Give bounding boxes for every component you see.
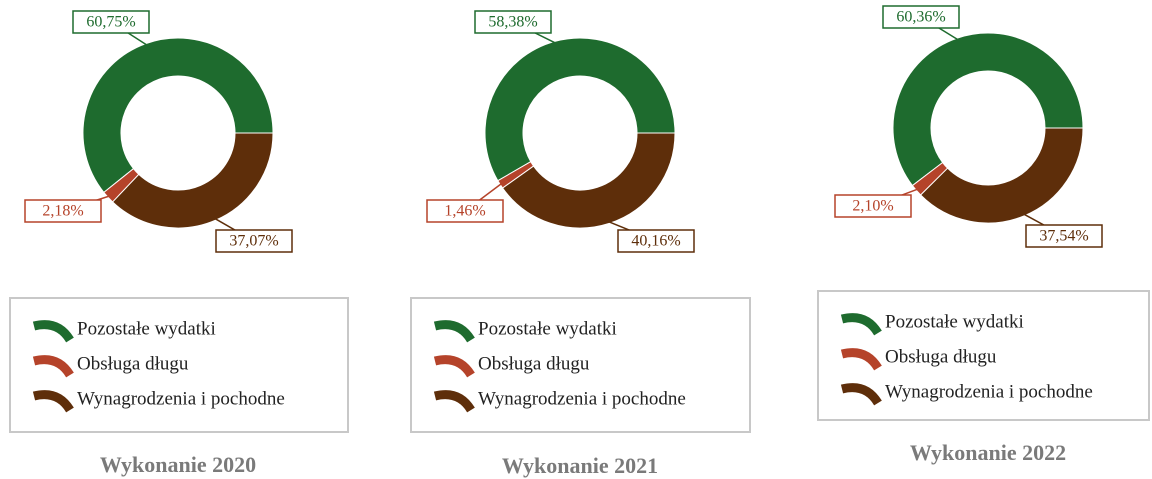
donut-slice — [892, 32, 1084, 187]
label-box — [474, 10, 552, 34]
chart-title: Wykonanie 2021 — [502, 453, 658, 478]
legend-label: Wynagrodzenia i pochodne — [77, 388, 285, 409]
legend-icon — [840, 348, 882, 371]
label-box — [834, 194, 912, 218]
label-box — [617, 229, 695, 253]
legend-label: Obsługa długu — [478, 353, 590, 374]
data-label: 2,10% — [852, 198, 893, 215]
data-label: 37,54% — [1039, 228, 1088, 245]
data-label: 2,18% — [42, 203, 83, 220]
legend-icon — [32, 355, 74, 378]
data-label: 1,46% — [444, 203, 485, 220]
data-label: 58,38% — [488, 14, 537, 31]
legend-icon — [840, 383, 882, 406]
donut-slice — [484, 37, 676, 182]
label-box — [882, 5, 960, 29]
legend-icon — [32, 320, 74, 343]
donut-slice — [919, 127, 1084, 224]
legend-icon — [433, 390, 475, 413]
data-label: 60,75% — [86, 14, 135, 31]
donut-slice — [111, 132, 274, 229]
label-box — [24, 199, 102, 223]
label-box — [72, 10, 150, 34]
donut-slice — [501, 132, 676, 229]
legend-icon — [840, 313, 882, 336]
data-label: 37,07% — [229, 233, 278, 250]
legend-label: Pozostałe wydatki — [885, 311, 1024, 332]
chart-title: Wykonanie 2020 — [100, 452, 256, 477]
legend-label: Obsługa długu — [77, 353, 189, 374]
legend-label: Wynagrodzenia i pochodne — [478, 388, 686, 409]
data-label: 40,16% — [631, 233, 680, 250]
legend-label: Pozostałe wydatki — [478, 318, 617, 339]
label-box — [215, 229, 293, 253]
legend-icon — [433, 355, 475, 378]
label-box — [1025, 224, 1103, 248]
legend-icon — [433, 320, 475, 343]
donut-slice — [82, 37, 274, 194]
data-label: 60,36% — [896, 9, 945, 26]
legend-icon — [32, 390, 74, 413]
legend-label: Wynagrodzenia i pochodne — [885, 381, 1093, 402]
chart-title: Wykonanie 2022 — [910, 440, 1066, 465]
legend-label: Obsługa długu — [885, 346, 997, 367]
label-box — [426, 199, 504, 223]
legend-label: Pozostałe wydatki — [77, 318, 216, 339]
